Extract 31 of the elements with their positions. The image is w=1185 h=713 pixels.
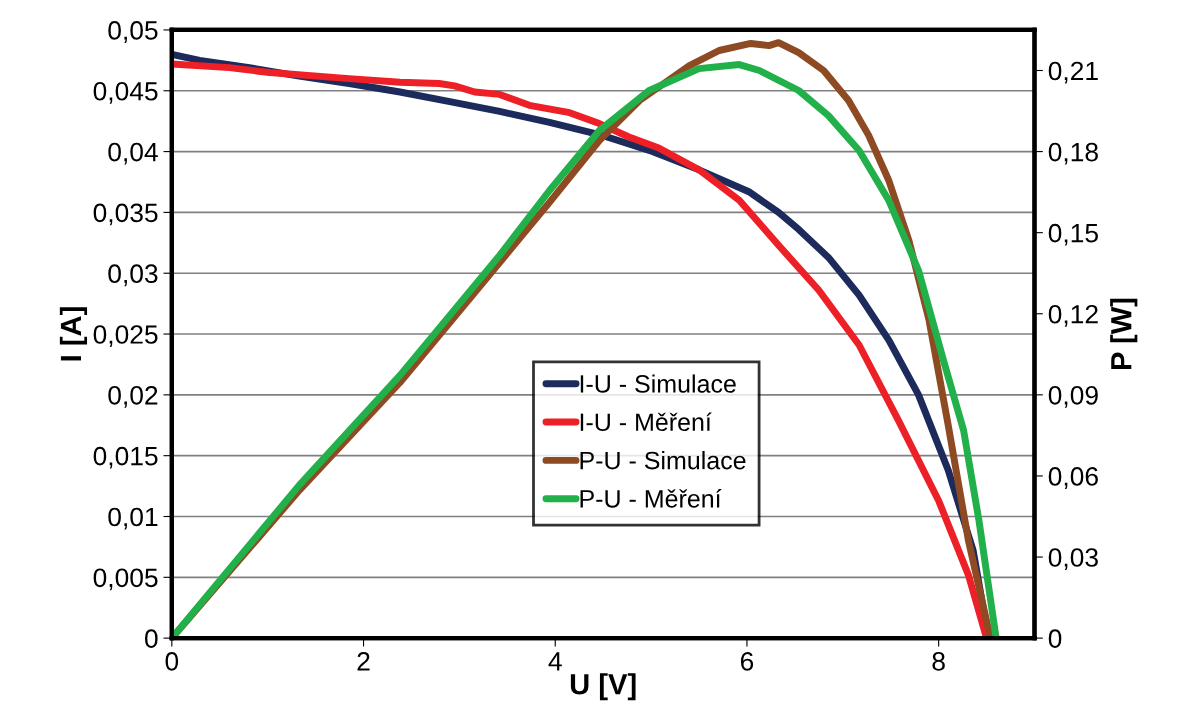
legend-label: P-U - Simulace	[580, 451, 746, 470]
x-tick-label: 6	[740, 652, 754, 671]
y-tick-label: 0,05	[108, 21, 158, 43]
y-tick-label: 0,035	[93, 203, 158, 226]
y2-tick-label: 0,03	[1048, 548, 1098, 570]
legend-label: I-U - Simulace	[580, 374, 736, 393]
x-axis-title: U [V]	[570, 673, 636, 701]
x-tick-label: 2	[357, 652, 370, 671]
y-tick-label: 0,03	[108, 264, 158, 287]
y2-axis-title: P [W]	[1110, 298, 1138, 370]
y-tick-label: 0,01	[108, 507, 158, 530]
y-tick-label: 0,025	[93, 325, 158, 347]
x-tick-label: 0	[165, 652, 179, 671]
y2-tick-label: 0,06	[1048, 467, 1098, 489]
y2-tick-label: 0	[1048, 629, 1062, 648]
x-tick-label: 4	[548, 652, 562, 671]
y2-tick-label: 0,18	[1048, 142, 1098, 165]
y-tick-label: 0,005	[93, 568, 158, 591]
y2-tick-label: 0,12	[1048, 304, 1098, 327]
y2-tick-label: 0,09	[1048, 385, 1098, 408]
y-axis-title: I [A]	[59, 307, 88, 361]
y2-tick-label: 0,15	[1048, 223, 1098, 246]
y-tick-label: 0,02	[108, 385, 158, 408]
y-tick-label: 0,015	[93, 446, 158, 469]
y-tick-label: 0,04	[108, 142, 158, 165]
y-tick-label: 0,045	[93, 81, 158, 104]
legend-label: P-U - Měření	[580, 489, 722, 508]
y-tick-label: 0	[144, 629, 158, 648]
x-tick-label: 8	[932, 652, 945, 671]
y2-tick-label: 0,21	[1048, 61, 1098, 84]
legend-label: I-U - Měření	[580, 412, 712, 432]
